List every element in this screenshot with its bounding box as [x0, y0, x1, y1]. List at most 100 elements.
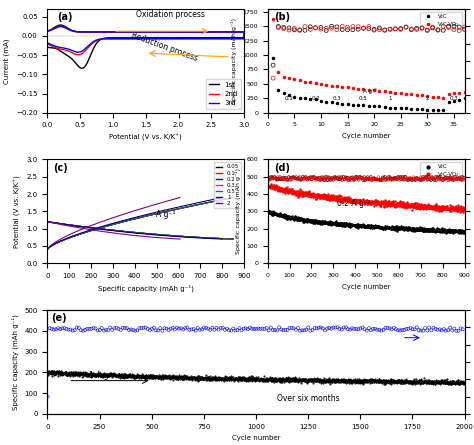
- Point: [381, 27, 389, 34]
- Point: [64, 326, 72, 333]
- Point: [273, 175, 281, 182]
- V₂C: [398, 105, 403, 111]
- Point: [371, 176, 379, 183]
- Point: [246, 324, 254, 331]
- Point: [229, 325, 237, 332]
- Point: [192, 327, 200, 334]
- Point: [297, 176, 305, 183]
- Point: [375, 326, 383, 333]
- Point: [345, 176, 353, 183]
- Point: [75, 324, 82, 332]
- Point: [348, 174, 356, 181]
- Point: [309, 174, 317, 181]
- Point: [380, 175, 388, 182]
- Point: [398, 326, 406, 333]
- Point: [344, 24, 351, 31]
- Point: [346, 326, 354, 333]
- 1st: [45, 44, 50, 50]
- Point: [429, 176, 437, 183]
- Point: [442, 174, 450, 181]
- 3rd: [45, 40, 50, 45]
- Point: [373, 176, 380, 183]
- Point: [381, 173, 389, 180]
- 2nd: [153, 36, 159, 41]
- V₂C-VO₂: [435, 94, 441, 100]
- Point: [137, 324, 145, 332]
- Point: [448, 176, 456, 183]
- Point: [317, 174, 324, 182]
- Point: [351, 174, 358, 182]
- 3rd: [153, 36, 159, 41]
- Point: [434, 27, 442, 34]
- Point: [265, 175, 273, 182]
- Point: [250, 325, 258, 332]
- Point: [321, 327, 329, 334]
- Point: [401, 326, 408, 333]
- V₂C: [419, 107, 425, 112]
- Point: [323, 174, 331, 181]
- 1st: [174, 29, 180, 35]
- Point: [285, 24, 293, 32]
- Point: [429, 24, 437, 31]
- Point: [415, 175, 423, 182]
- Point: [332, 324, 339, 331]
- Point: [415, 327, 423, 334]
- Point: [316, 176, 323, 183]
- Point: [405, 325, 412, 332]
- Point: [56, 326, 64, 333]
- Point: [177, 325, 185, 332]
- Point: [331, 175, 338, 182]
- Point: [280, 174, 287, 181]
- Point: [406, 175, 414, 182]
- Point: [346, 174, 354, 182]
- V₂C: [292, 94, 297, 99]
- Point: [296, 174, 303, 181]
- Point: [412, 175, 419, 182]
- Point: [407, 324, 414, 332]
- Point: [144, 325, 152, 332]
- Point: [358, 174, 366, 182]
- Point: [54, 325, 62, 332]
- Point: [322, 174, 330, 181]
- Point: [200, 324, 208, 331]
- Point: [127, 326, 135, 333]
- Point: [400, 174, 407, 182]
- Point: [96, 327, 103, 334]
- 1st: [79, 66, 85, 71]
- 2nd: [45, 41, 50, 47]
- V₂C: [361, 102, 366, 108]
- Point: [58, 325, 66, 332]
- Point: [125, 326, 133, 333]
- Point: [395, 176, 403, 183]
- Point: [350, 325, 358, 332]
- Point: [460, 174, 467, 182]
- Point: [381, 26, 389, 33]
- Point: [173, 324, 181, 331]
- Point: [328, 175, 336, 182]
- 2nd: [202, 29, 208, 35]
- Point: [365, 175, 373, 182]
- Point: [123, 325, 131, 332]
- Point: [407, 175, 415, 182]
- Point: [370, 27, 378, 34]
- Point: [333, 175, 341, 182]
- Point: [283, 174, 291, 182]
- Text: (e): (e): [52, 313, 67, 323]
- Y-axis label: Current (mA): Current (mA): [4, 38, 10, 84]
- Point: [390, 176, 398, 183]
- Point: [414, 176, 421, 183]
- Point: [46, 324, 54, 332]
- 3rd: [57, 24, 63, 29]
- Point: [294, 176, 301, 183]
- Point: [129, 327, 137, 334]
- Point: [385, 173, 393, 180]
- V₂C-VO₂: [419, 93, 425, 98]
- Point: [63, 325, 70, 332]
- Point: [349, 26, 356, 33]
- Point: [238, 327, 246, 334]
- Point: [320, 174, 328, 182]
- V₂C-VO₂: [376, 88, 382, 93]
- Point: [407, 176, 415, 183]
- Point: [434, 174, 441, 181]
- Point: [436, 176, 443, 183]
